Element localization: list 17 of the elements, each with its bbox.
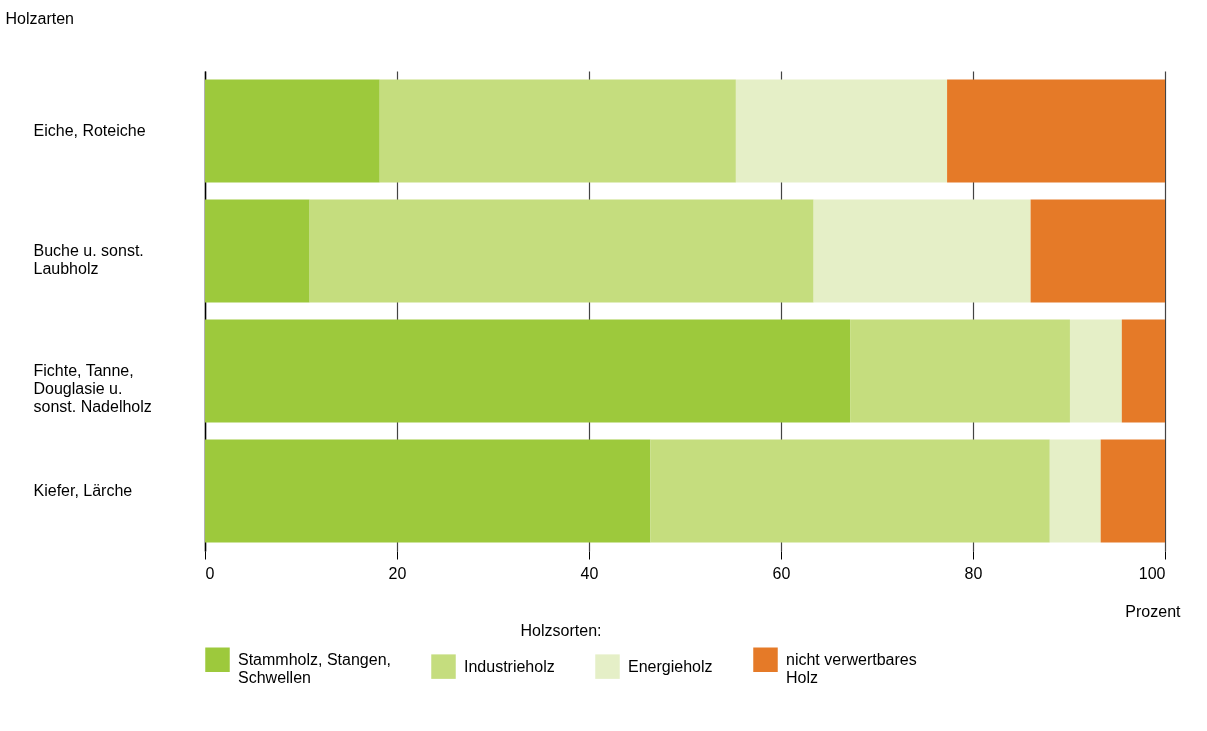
x-tick-label: 20 bbox=[388, 564, 407, 582]
legend-title: Holzsorten: bbox=[520, 622, 602, 639]
y-tick-label: Fichte, Tanne, Douglasie u. sonst. Nadelholz bbox=[33, 362, 152, 415]
legend-label: Energieholz bbox=[628, 657, 713, 675]
x-tick-label: 40 bbox=[580, 564, 599, 582]
y-tick-label: Eiche, Roteiche bbox=[33, 122, 146, 139]
x-tick-label: 0 bbox=[205, 564, 215, 582]
legend-label: Industrieholz bbox=[464, 657, 555, 675]
legend-label: nicht verwertbares Holz bbox=[786, 650, 917, 686]
legend-label: Stammholz, Stangen, Schwellen bbox=[238, 650, 391, 686]
y-tick-label: Buche u. sonst. Laubholz bbox=[33, 242, 144, 277]
x-axis-title: Prozent bbox=[1125, 602, 1182, 620]
y-axis-title: Holzarten bbox=[5, 9, 74, 27]
y-tick-label: Kiefer, Lärche bbox=[33, 482, 133, 499]
x-tick-label: 100 bbox=[1138, 564, 1166, 582]
x-tick-label: 80 bbox=[964, 564, 983, 582]
x-tick-label: 60 bbox=[772, 564, 791, 582]
